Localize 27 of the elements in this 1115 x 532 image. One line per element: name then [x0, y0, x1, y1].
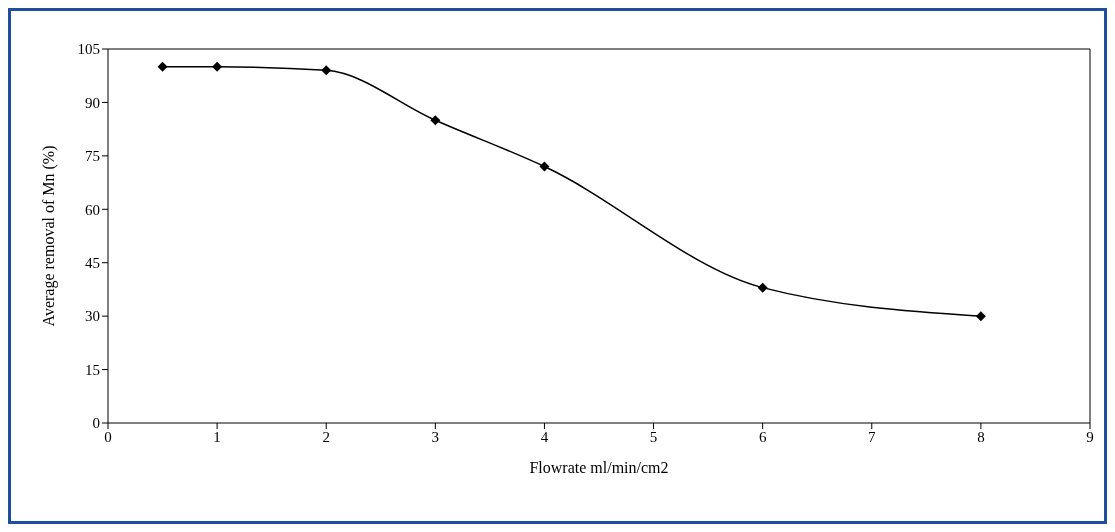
point — [212, 61, 223, 72]
x-tick-label: 3 — [431, 428, 440, 445]
x-tick-label: 0 — [104, 428, 112, 445]
point — [757, 282, 768, 293]
y-axis-title: Average removal of Mn (%) — [39, 145, 58, 327]
y-tick-label: 105 — [77, 41, 100, 58]
y-tick-label: 0 — [92, 415, 100, 432]
y-tick-label: 90 — [85, 94, 100, 111]
x-axis-title: Flowrate ml/min/cm2 — [529, 459, 669, 476]
x-tick-label: 4 — [540, 428, 549, 445]
x-tick-label: 7 — [868, 428, 877, 445]
x-tick-label: 2 — [322, 428, 330, 445]
y-tick-label: 45 — [85, 255, 100, 272]
point — [321, 65, 332, 76]
x-tick-label: 5 — [649, 428, 658, 445]
y-tick-label: 15 — [85, 361, 100, 378]
x-tick-label: 9 — [1086, 428, 1094, 445]
point — [539, 161, 550, 172]
point — [975, 311, 986, 322]
x-tick-label: 1 — [213, 428, 221, 445]
y-tick-label: 75 — [85, 148, 100, 165]
y-tick-label: 30 — [85, 308, 100, 325]
x-tick-label: 6 — [758, 428, 767, 445]
point — [430, 115, 441, 126]
y-tick-label: 60 — [85, 201, 100, 218]
point — [157, 61, 168, 72]
x-tick-label: 8 — [977, 428, 985, 445]
